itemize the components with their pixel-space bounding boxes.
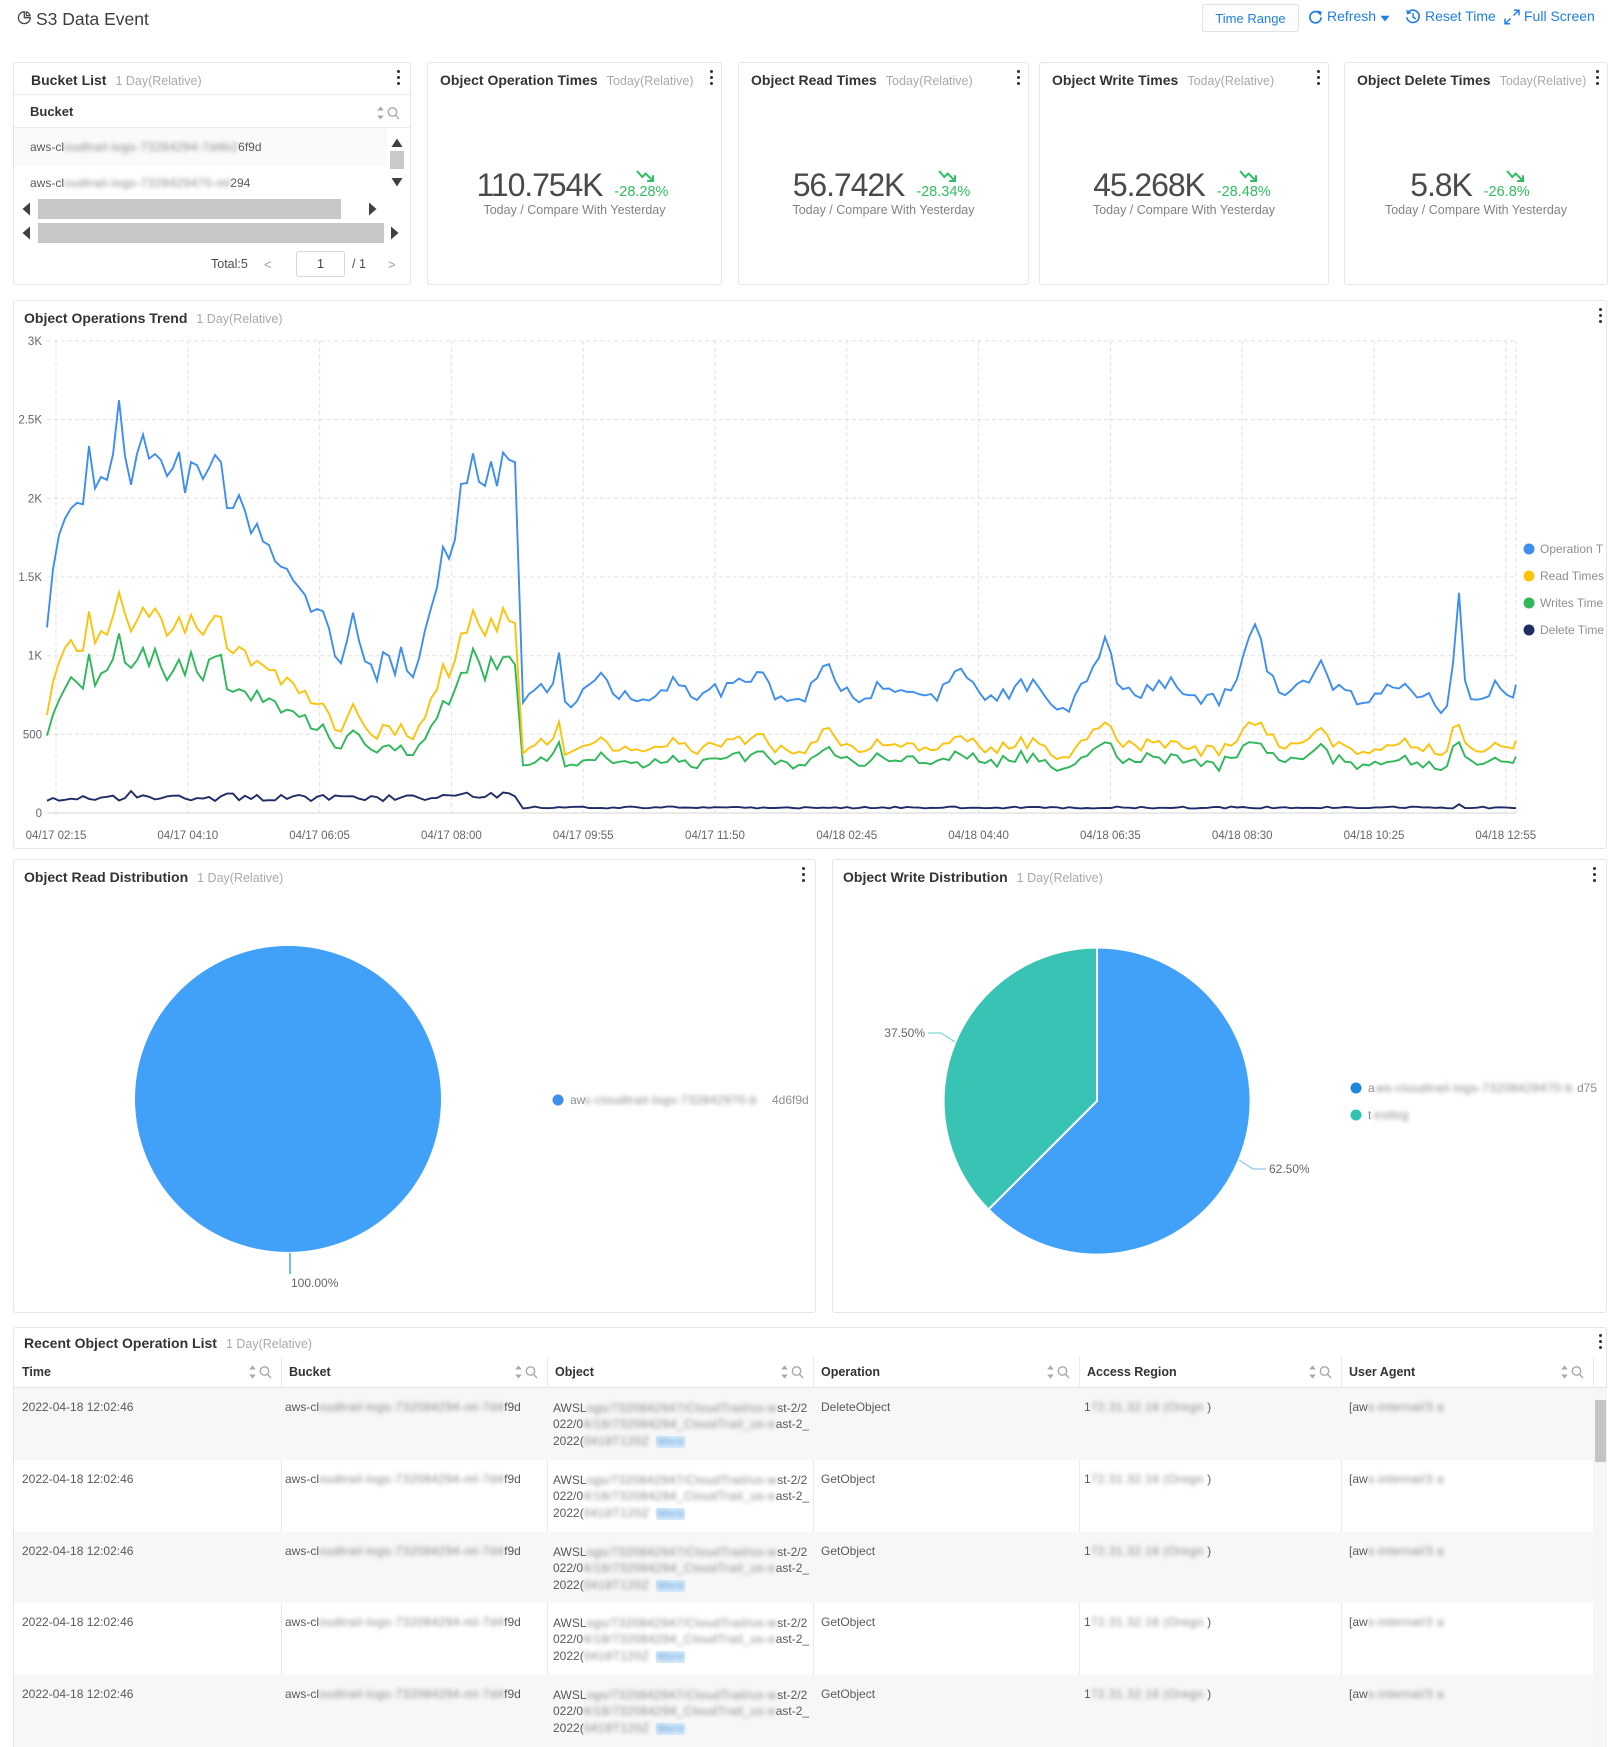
svg-text:Writes Time: Writes Time xyxy=(1540,596,1603,610)
svg-text:04/17 02:15: 04/17 02:15 xyxy=(26,830,87,842)
svg-text:3K: 3K xyxy=(28,336,42,348)
svg-text:Read Times: Read Times xyxy=(1540,569,1604,583)
svg-text:62.50%: 62.50% xyxy=(1269,1162,1310,1176)
svg-text:37.50%: 37.50% xyxy=(884,1026,925,1040)
svg-text:04/18 06:35: 04/18 06:35 xyxy=(1080,830,1141,842)
svg-text:04/17 04:10: 04/17 04:10 xyxy=(157,830,218,842)
svg-text:Operation T: Operation T xyxy=(1540,542,1604,556)
svg-text:04/17 06:05: 04/17 06:05 xyxy=(289,830,350,842)
svg-text:04/17 08:00: 04/17 08:00 xyxy=(421,830,482,842)
svg-text:04/18 08:30: 04/18 08:30 xyxy=(1212,830,1273,842)
svg-text:2K: 2K xyxy=(28,493,42,505)
svg-text:1K: 1K xyxy=(28,651,42,663)
svg-text:0: 0 xyxy=(36,808,42,820)
svg-text:04/18 04:40: 04/18 04:40 xyxy=(948,830,1009,842)
svg-text:a: a xyxy=(1368,1081,1375,1095)
svg-text:100.00%: 100.00% xyxy=(291,1276,339,1290)
svg-text:1.5K: 1.5K xyxy=(18,572,42,584)
svg-text:04/18 10:25: 04/18 10:25 xyxy=(1344,830,1405,842)
svg-text:04/18 12:55: 04/18 12:55 xyxy=(1475,830,1536,842)
svg-text:Delete Time: Delete Time xyxy=(1540,623,1604,637)
svg-text:04/18 02:45: 04/18 02:45 xyxy=(816,830,877,842)
svg-text:aw: aw xyxy=(570,1093,586,1107)
svg-text:t: t xyxy=(1368,1108,1372,1122)
svg-text:500: 500 xyxy=(23,729,42,741)
svg-text:04/17 11:50: 04/17 11:50 xyxy=(685,830,745,842)
svg-text:2.5K: 2.5K xyxy=(18,415,42,427)
svg-text:04/17 09:55: 04/17 09:55 xyxy=(553,830,614,842)
